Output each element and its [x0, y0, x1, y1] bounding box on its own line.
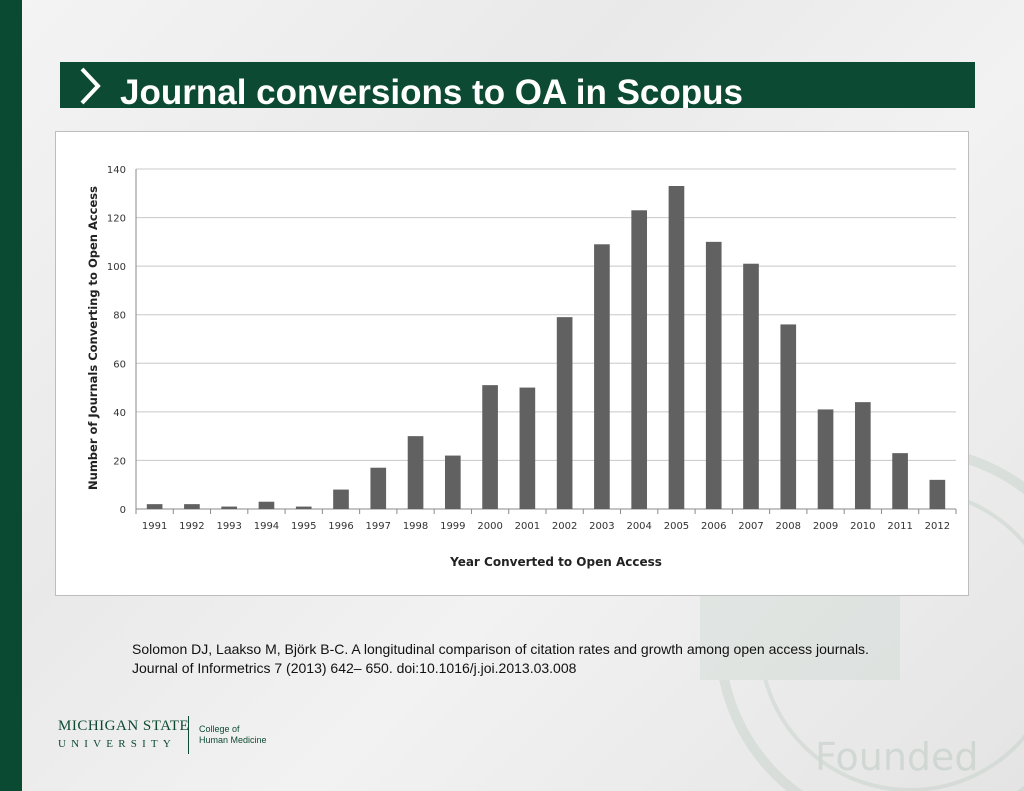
bar-2000: [482, 385, 498, 509]
bar-chart: 0 20 40 60 80 100 120 140 1991 1992 1993 1994 1995 1…: [86, 165, 957, 569]
x-tick-label: 1998: [403, 521, 428, 532]
watermark-text: Founded: [815, 735, 979, 779]
bar-2004: [631, 210, 648, 509]
x-tick-label: 2004: [626, 521, 651, 532]
x-tick-label: 1993: [216, 521, 241, 532]
bar-2008: [780, 324, 797, 509]
bar-2003: [594, 244, 610, 509]
bar-2010: [854, 402, 871, 509]
bar-2001: [519, 387, 536, 509]
bar-2011: [892, 453, 908, 509]
x-tick-label: 2012: [925, 521, 950, 532]
x-tick-label: 1999: [440, 521, 465, 532]
x-tick-label: 2001: [515, 521, 540, 532]
x-axis-label: Year Converted to Open Access: [449, 555, 662, 569]
x-tick-label: 1997: [366, 521, 391, 532]
college-line-1: College of: [199, 724, 240, 734]
citation-line-1: Solomon DJ, Laakso M, Björk B-C. A longi…: [132, 641, 869, 657]
bar-1992: [184, 504, 200, 509]
x-tick-label: 1992: [179, 521, 204, 532]
bar-2005: [668, 186, 685, 509]
bar-1999: [444, 455, 461, 509]
x-tick-label: 2003: [589, 521, 614, 532]
x-tick-label: 2002: [552, 521, 577, 532]
x-tick-label: 1995: [291, 521, 316, 532]
y-tick-label: 140: [107, 165, 126, 176]
college-line-2: Human Medicine: [199, 735, 267, 745]
bar-1991: [146, 504, 163, 509]
x-tick-label: 2010: [850, 521, 875, 532]
bar-1995: [295, 506, 312, 509]
chart-panel: 0 20 40 60 80 100 120 140 1991 1992 1993 1994 1995 1…: [55, 131, 969, 596]
college-name: College of Human Medicine: [199, 724, 267, 746]
logo-line-2: UNIVERSITY: [58, 738, 176, 750]
bar-1993: [221, 506, 238, 509]
bar-2012: [929, 479, 946, 509]
citation: Solomon DJ, Laakso M, Björk B-C. A longi…: [132, 640, 972, 678]
left-accent-bar: [0, 0, 22, 791]
bar-1998: [407, 436, 424, 509]
y-tick-label: 60: [113, 359, 126, 370]
y-tick-label: 0: [120, 505, 126, 516]
y-tick-label: 120: [107, 214, 126, 225]
bar-2002: [556, 317, 573, 509]
bar-2007: [743, 263, 759, 509]
x-tick-label: 1991: [142, 521, 167, 532]
x-tick-label: 2008: [776, 521, 801, 532]
x-tick-label: 1996: [328, 521, 353, 532]
citation-line-2: Journal of Informetrics 7 (2013) 642– 65…: [132, 660, 577, 676]
title-bar: Journal conversions to OA in Scopus: [60, 62, 975, 108]
bar-2009: [817, 409, 834, 509]
x-tick-label: 2007: [738, 521, 763, 532]
bar-1997: [370, 467, 387, 509]
x-tick-label: 1994: [254, 521, 279, 532]
logo-line-1: MICHIGAN STATE: [58, 718, 190, 734]
y-tick-label: 20: [113, 456, 126, 467]
chevron-right-icon: [80, 67, 101, 105]
x-tick-label: 2011: [887, 521, 912, 532]
msu-logo: MICHIGAN STATE UNIVERSITY College of Hum…: [58, 716, 318, 756]
y-tick-label: 40: [113, 408, 126, 419]
x-tick-label: 2000: [477, 521, 502, 532]
y-tick-label: 100: [107, 262, 126, 273]
logo-divider: [188, 716, 189, 754]
slide-title: Journal conversions to OA in Scopus: [120, 73, 743, 108]
bar-1994: [258, 501, 275, 509]
bar-1996: [333, 489, 349, 509]
x-tick-label: 2005: [664, 521, 689, 532]
y-axis-label: Number of Journals Converting to Open Ac…: [86, 186, 100, 490]
bar-2006: [705, 241, 722, 509]
x-tick-label: 2006: [701, 521, 726, 532]
y-tick-label: 80: [113, 311, 126, 322]
x-tick-label: 2009: [813, 521, 838, 532]
